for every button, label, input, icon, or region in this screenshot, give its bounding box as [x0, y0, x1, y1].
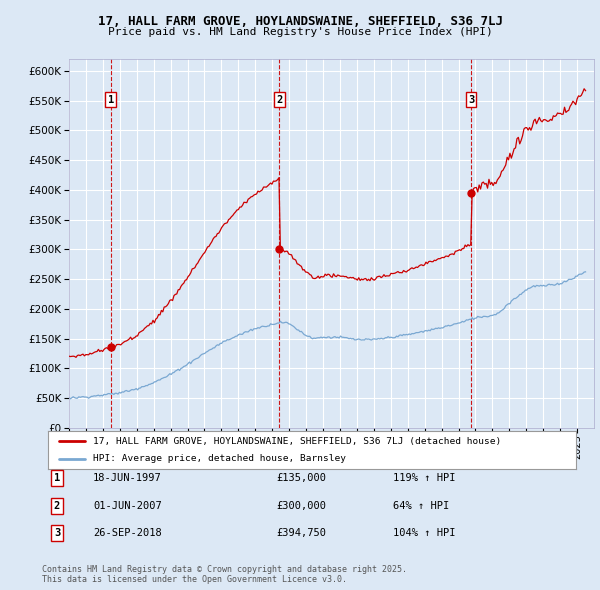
Text: £394,750: £394,750	[276, 529, 326, 538]
Text: HPI: Average price, detached house, Barnsley: HPI: Average price, detached house, Barn…	[93, 454, 346, 463]
Text: 104% ↑ HPI: 104% ↑ HPI	[393, 529, 455, 538]
Text: 1: 1	[107, 94, 114, 104]
Text: Contains HM Land Registry data © Crown copyright and database right 2025.
This d: Contains HM Land Registry data © Crown c…	[42, 565, 407, 584]
Text: 17, HALL FARM GROVE, HOYLANDSWAINE, SHEFFIELD, S36 7LJ: 17, HALL FARM GROVE, HOYLANDSWAINE, SHEF…	[97, 15, 503, 28]
Text: 3: 3	[468, 94, 474, 104]
Text: 2: 2	[276, 94, 283, 104]
Text: 2: 2	[54, 501, 60, 510]
Text: 1: 1	[54, 473, 60, 483]
Text: 17, HALL FARM GROVE, HOYLANDSWAINE, SHEFFIELD, S36 7LJ (detached house): 17, HALL FARM GROVE, HOYLANDSWAINE, SHEF…	[93, 437, 501, 445]
Text: 26-SEP-2018: 26-SEP-2018	[93, 529, 162, 538]
Text: Price paid vs. HM Land Registry's House Price Index (HPI): Price paid vs. HM Land Registry's House …	[107, 27, 493, 37]
Text: 64% ↑ HPI: 64% ↑ HPI	[393, 501, 449, 510]
Text: 18-JUN-1997: 18-JUN-1997	[93, 473, 162, 483]
Text: 3: 3	[54, 529, 60, 538]
Text: 119% ↑ HPI: 119% ↑ HPI	[393, 473, 455, 483]
Text: 01-JUN-2007: 01-JUN-2007	[93, 501, 162, 510]
Text: £300,000: £300,000	[276, 501, 326, 510]
Text: £135,000: £135,000	[276, 473, 326, 483]
